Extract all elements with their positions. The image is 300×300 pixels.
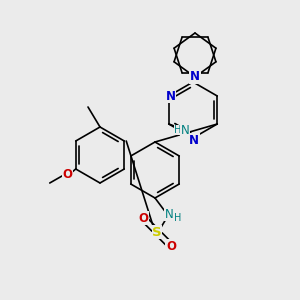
Text: N: N: [165, 208, 173, 220]
Text: H: H: [174, 125, 182, 135]
Text: N: N: [189, 134, 199, 146]
Text: H: H: [174, 213, 182, 223]
Text: O: O: [138, 212, 148, 224]
Text: S: S: [152, 226, 162, 238]
Text: O: O: [63, 169, 73, 182]
Text: N: N: [181, 124, 190, 136]
Text: N: N: [190, 70, 200, 83]
Text: O: O: [166, 239, 176, 253]
Text: N: N: [166, 89, 176, 103]
